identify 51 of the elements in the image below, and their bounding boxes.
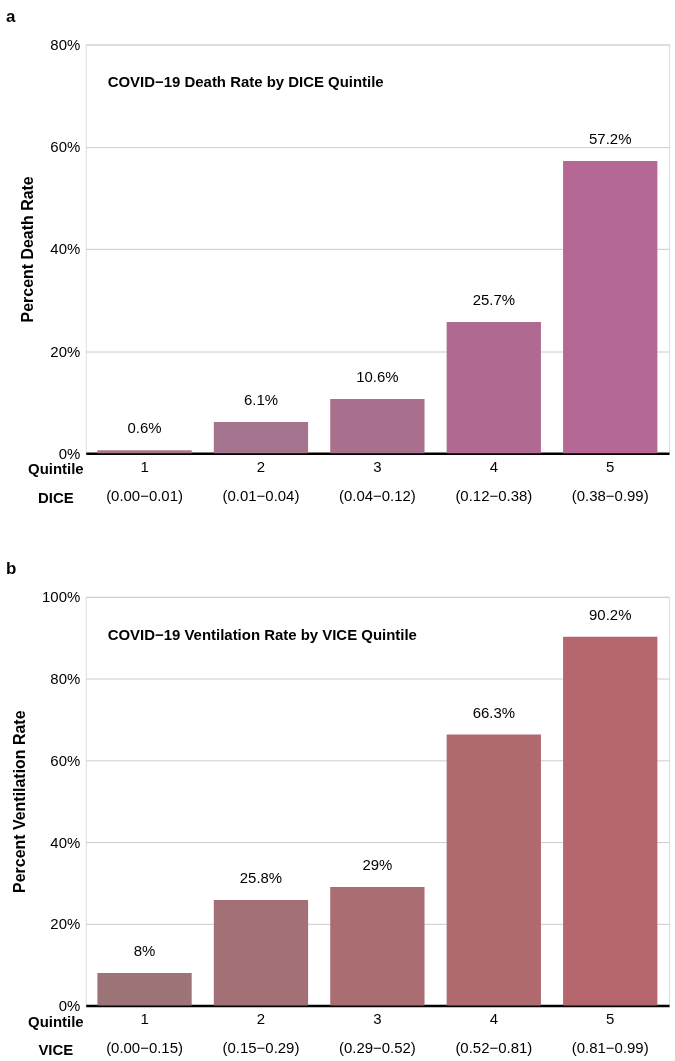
x-tick-label: 5 (0.38−0.99): [571, 457, 649, 504]
y-tick-label: 100%: [42, 588, 81, 606]
bar: [213, 422, 309, 454]
text: COVID−19 Death Rate by DICE Quintile: [107, 73, 384, 91]
x-tick-label: 5 (0.81−0.99): [571, 1010, 649, 1056]
bar: [330, 887, 425, 1006]
y-tick-label: 60%: [50, 751, 81, 769]
text: Quintile: [28, 460, 84, 478]
data-label: 29%: [362, 856, 393, 874]
bar: [563, 160, 658, 454]
text: COVID−19 Ventilation Rate by VICE Quintile: [107, 625, 417, 643]
y-tick-label: 80%: [50, 670, 81, 688]
bar: [97, 972, 192, 1006]
text: VICE: [38, 1041, 74, 1059]
y-tick-label: 40%: [50, 833, 81, 851]
bar: [330, 399, 425, 454]
bar: [97, 450, 192, 454]
x-tick-label: 4 (0.52−0.81): [455, 1010, 533, 1056]
y-tick-label: 60%: [50, 138, 81, 156]
bar: [563, 636, 658, 1006]
data-label: 0.6%: [127, 419, 162, 437]
y-axis-title: Percent Death Rate: [19, 176, 37, 323]
data-label: 66.3%: [472, 703, 515, 721]
y-tick-label: 0%: [58, 444, 81, 462]
text: a: [5, 6, 16, 26]
x-tick-label: 3 (0.29−0.52): [338, 1010, 416, 1056]
y-tick-label: 80%: [50, 35, 81, 53]
x-tick-label: 2 (0.01−0.04): [222, 457, 300, 504]
y-tick-label: 0%: [58, 997, 81, 1015]
data-label: 8%: [133, 941, 156, 959]
y-tick-label: 20%: [50, 342, 81, 360]
x-tick-label: 4 (0.12−0.38): [455, 457, 533, 504]
text: DICE: [37, 489, 74, 507]
text: b: [5, 558, 17, 578]
x-tick-label: 3 (0.04−0.12): [338, 457, 416, 504]
x-tick-label: 1 (0.00−0.15): [106, 1010, 183, 1056]
data-label: 25.7%: [472, 290, 515, 308]
bar: [446, 321, 541, 454]
x-tick-label: 1 (0.00−0.01): [106, 457, 183, 504]
data-label: 10.6%: [356, 368, 399, 386]
x-tick-label: 2 (0.15−0.29): [222, 1010, 300, 1056]
data-label: 25.8%: [239, 869, 283, 887]
y-tick-label: 40%: [50, 240, 81, 258]
bar: [213, 900, 309, 1006]
data-label: 57.2%: [589, 130, 632, 147]
data-label: 90.2%: [589, 605, 632, 623]
y-tick-label: 20%: [50, 915, 81, 933]
text: Quintile: [28, 1012, 84, 1030]
y-axis-title: Percent Ventilation Rate: [11, 710, 29, 893]
bar: [446, 734, 541, 1006]
data-label: 6.1%: [243, 391, 278, 409]
